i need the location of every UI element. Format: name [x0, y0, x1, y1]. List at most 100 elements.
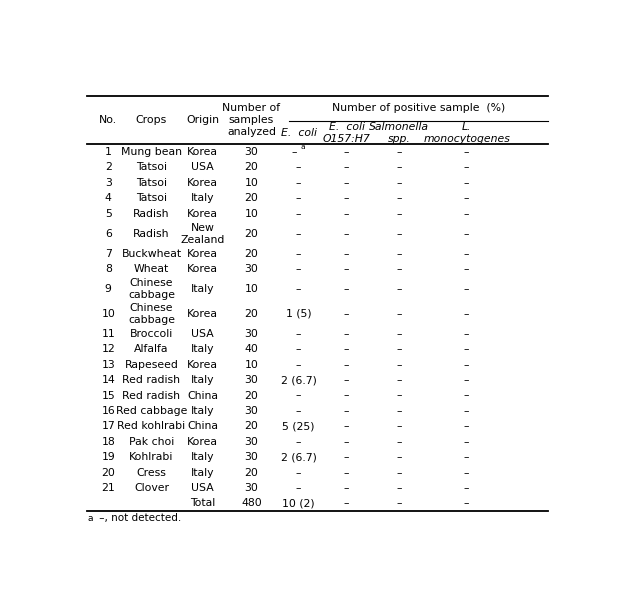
Text: –: – — [397, 391, 402, 400]
Text: Korea: Korea — [187, 309, 218, 319]
Text: China: China — [187, 391, 218, 400]
Text: –: – — [397, 421, 402, 431]
Text: Red radish: Red radish — [123, 391, 180, 400]
Text: –: – — [344, 209, 349, 219]
Text: –: – — [292, 147, 298, 157]
Text: –: – — [464, 249, 469, 259]
Text: –: – — [344, 360, 349, 370]
Text: –: – — [397, 162, 402, 172]
Text: –: – — [464, 209, 469, 219]
Text: –: – — [296, 360, 301, 370]
Text: a: a — [87, 514, 92, 523]
Text: –: – — [296, 483, 301, 493]
Text: –: – — [397, 329, 402, 339]
Text: –: – — [464, 309, 469, 319]
Text: 12: 12 — [102, 344, 115, 355]
Text: –: – — [397, 483, 402, 493]
Text: Origin: Origin — [186, 115, 219, 125]
Text: 10: 10 — [244, 360, 259, 370]
Text: –: – — [464, 194, 469, 203]
Text: 30: 30 — [244, 375, 259, 385]
Text: –: – — [296, 467, 301, 478]
Text: –: – — [344, 249, 349, 259]
Text: Italy: Italy — [191, 284, 214, 294]
Text: 20: 20 — [244, 309, 259, 319]
Text: Total: Total — [190, 499, 215, 508]
Text: –: – — [296, 249, 301, 259]
Text: –: – — [296, 264, 301, 274]
Text: USA: USA — [191, 162, 214, 172]
Text: 11: 11 — [102, 329, 115, 339]
Text: Korea: Korea — [187, 178, 218, 188]
Text: 18: 18 — [102, 437, 115, 447]
Text: 14: 14 — [102, 375, 115, 385]
Text: –: – — [344, 375, 349, 385]
Text: Rapeseed: Rapeseed — [125, 360, 179, 370]
Text: 21: 21 — [102, 483, 115, 493]
Text: 1: 1 — [105, 147, 112, 157]
Text: 2 (6.7): 2 (6.7) — [281, 452, 316, 462]
Text: 15: 15 — [102, 391, 115, 400]
Text: –: – — [464, 329, 469, 339]
Text: –: – — [397, 209, 402, 219]
Text: Buckwheat: Buckwheat — [122, 249, 182, 259]
Text: Cress: Cress — [136, 467, 166, 478]
Text: 9: 9 — [105, 284, 112, 294]
Text: –: – — [344, 284, 349, 294]
Text: –: – — [397, 499, 402, 508]
Text: Wheat: Wheat — [134, 264, 169, 274]
Text: –: – — [344, 391, 349, 400]
Text: 20: 20 — [244, 229, 259, 239]
Text: –: – — [397, 437, 402, 447]
Text: Italy: Italy — [191, 344, 214, 355]
Text: 6: 6 — [105, 229, 112, 239]
Text: Broccoli: Broccoli — [130, 329, 173, 339]
Text: 4: 4 — [105, 194, 112, 203]
Text: No.: No. — [99, 115, 117, 125]
Text: 10: 10 — [244, 209, 259, 219]
Text: –: – — [397, 360, 402, 370]
Text: Red radish: Red radish — [123, 375, 180, 385]
Text: Pak choi: Pak choi — [129, 437, 174, 447]
Text: –: – — [464, 264, 469, 274]
Text: –: – — [464, 467, 469, 478]
Text: –: – — [397, 284, 402, 294]
Text: 5 (25): 5 (25) — [282, 421, 315, 431]
Text: –: – — [344, 162, 349, 172]
Text: –: – — [344, 178, 349, 188]
Text: –: – — [344, 194, 349, 203]
Text: 20: 20 — [244, 467, 259, 478]
Text: –: – — [344, 483, 349, 493]
Text: 7: 7 — [105, 249, 112, 259]
Text: Tatsoi: Tatsoi — [136, 178, 167, 188]
Text: Red cabbage: Red cabbage — [116, 406, 187, 416]
Text: Korea: Korea — [187, 360, 218, 370]
Text: –: – — [464, 421, 469, 431]
Text: 5: 5 — [105, 209, 112, 219]
Text: –: – — [397, 467, 402, 478]
Text: 10: 10 — [101, 309, 115, 319]
Text: USA: USA — [191, 329, 214, 339]
Text: Radish: Radish — [133, 209, 170, 219]
Text: –: – — [296, 229, 301, 239]
Text: Alfalfa: Alfalfa — [135, 344, 169, 355]
Text: –: – — [344, 452, 349, 462]
Text: 480: 480 — [241, 499, 262, 508]
Text: 40: 40 — [244, 344, 259, 355]
Text: Crops: Crops — [136, 115, 167, 125]
Text: –: – — [344, 499, 349, 508]
Text: –: – — [296, 162, 301, 172]
Text: 3: 3 — [105, 178, 112, 188]
Text: 2 (6.7): 2 (6.7) — [281, 375, 316, 385]
Text: Italy: Italy — [191, 406, 214, 416]
Text: –: – — [344, 329, 349, 339]
Text: Red kohlrabi: Red kohlrabi — [117, 421, 185, 431]
Text: Number of
samples
analyzed: Number of samples analyzed — [223, 103, 280, 137]
Text: 30: 30 — [244, 437, 259, 447]
Text: –: – — [464, 360, 469, 370]
Text: –: – — [296, 406, 301, 416]
Text: China: China — [187, 421, 218, 431]
Text: 10: 10 — [244, 284, 259, 294]
Text: –: – — [397, 406, 402, 416]
Text: Kohlrabi: Kohlrabi — [130, 452, 174, 462]
